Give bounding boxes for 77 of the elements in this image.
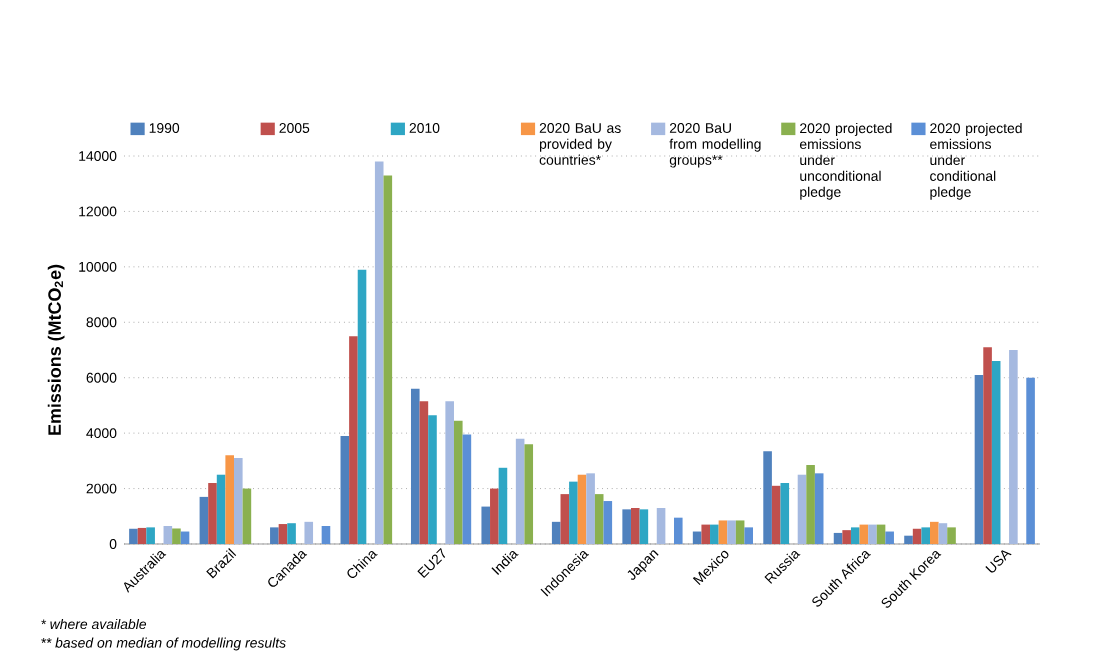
bar (172, 528, 181, 544)
bar (225, 455, 234, 544)
bar (868, 524, 877, 544)
bar (692, 531, 702, 544)
bar (1026, 377, 1035, 544)
bar (481, 506, 491, 544)
bar (833, 532, 843, 544)
bar (419, 401, 429, 544)
bar (577, 474, 587, 544)
bar (974, 374, 984, 544)
bar (673, 517, 683, 544)
bar (727, 520, 736, 544)
bar (180, 531, 190, 544)
bar (216, 474, 226, 544)
bar (983, 347, 992, 544)
bar (806, 465, 815, 544)
bar (842, 530, 851, 544)
bar (586, 473, 595, 544)
bar (938, 523, 948, 544)
bar (321, 525, 331, 544)
bar (453, 420, 463, 544)
bar (340, 435, 350, 544)
bar (735, 520, 745, 544)
bar (137, 527, 147, 544)
bar (814, 473, 824, 544)
bar (771, 485, 781, 544)
bar (947, 527, 956, 544)
bar (1009, 350, 1018, 544)
bar (383, 175, 393, 544)
bar (763, 451, 772, 544)
bar (357, 269, 367, 544)
bar (921, 527, 931, 544)
bar (603, 501, 613, 544)
bar (622, 509, 631, 544)
bar (287, 523, 296, 544)
bar (710, 524, 719, 544)
bar (445, 401, 454, 544)
bar (490, 488, 499, 544)
bar (639, 509, 649, 544)
bar (850, 527, 860, 544)
bar (498, 467, 508, 544)
bar (146, 527, 155, 544)
bar (630, 507, 640, 544)
bar (524, 444, 534, 544)
bar (515, 438, 525, 544)
bar (462, 434, 472, 544)
bar (233, 458, 243, 544)
bar (374, 161, 384, 544)
bar (410, 388, 420, 544)
bar (129, 528, 138, 544)
bar (991, 361, 1001, 544)
bar (701, 524, 711, 544)
bar (270, 527, 279, 544)
bar (797, 474, 807, 544)
bar (551, 521, 561, 544)
bar (349, 336, 358, 544)
bar (208, 483, 217, 544)
bar (304, 521, 314, 544)
bar (569, 481, 578, 544)
bar (904, 535, 913, 544)
bar (428, 415, 437, 544)
bar (744, 527, 754, 544)
bar (199, 496, 209, 544)
bar (912, 528, 922, 544)
bar (594, 494, 604, 544)
bar (859, 524, 869, 544)
y-axis-title: Emissions (MtCO$_{2}$e) (47, 264, 65, 435)
bar (560, 494, 570, 544)
bar (780, 483, 790, 544)
bar (242, 488, 252, 544)
bar (930, 521, 939, 544)
bar (718, 520, 728, 544)
bar (278, 524, 288, 544)
bar (885, 531, 894, 544)
bar (163, 525, 173, 544)
bar (656, 507, 666, 544)
bar (876, 524, 886, 544)
